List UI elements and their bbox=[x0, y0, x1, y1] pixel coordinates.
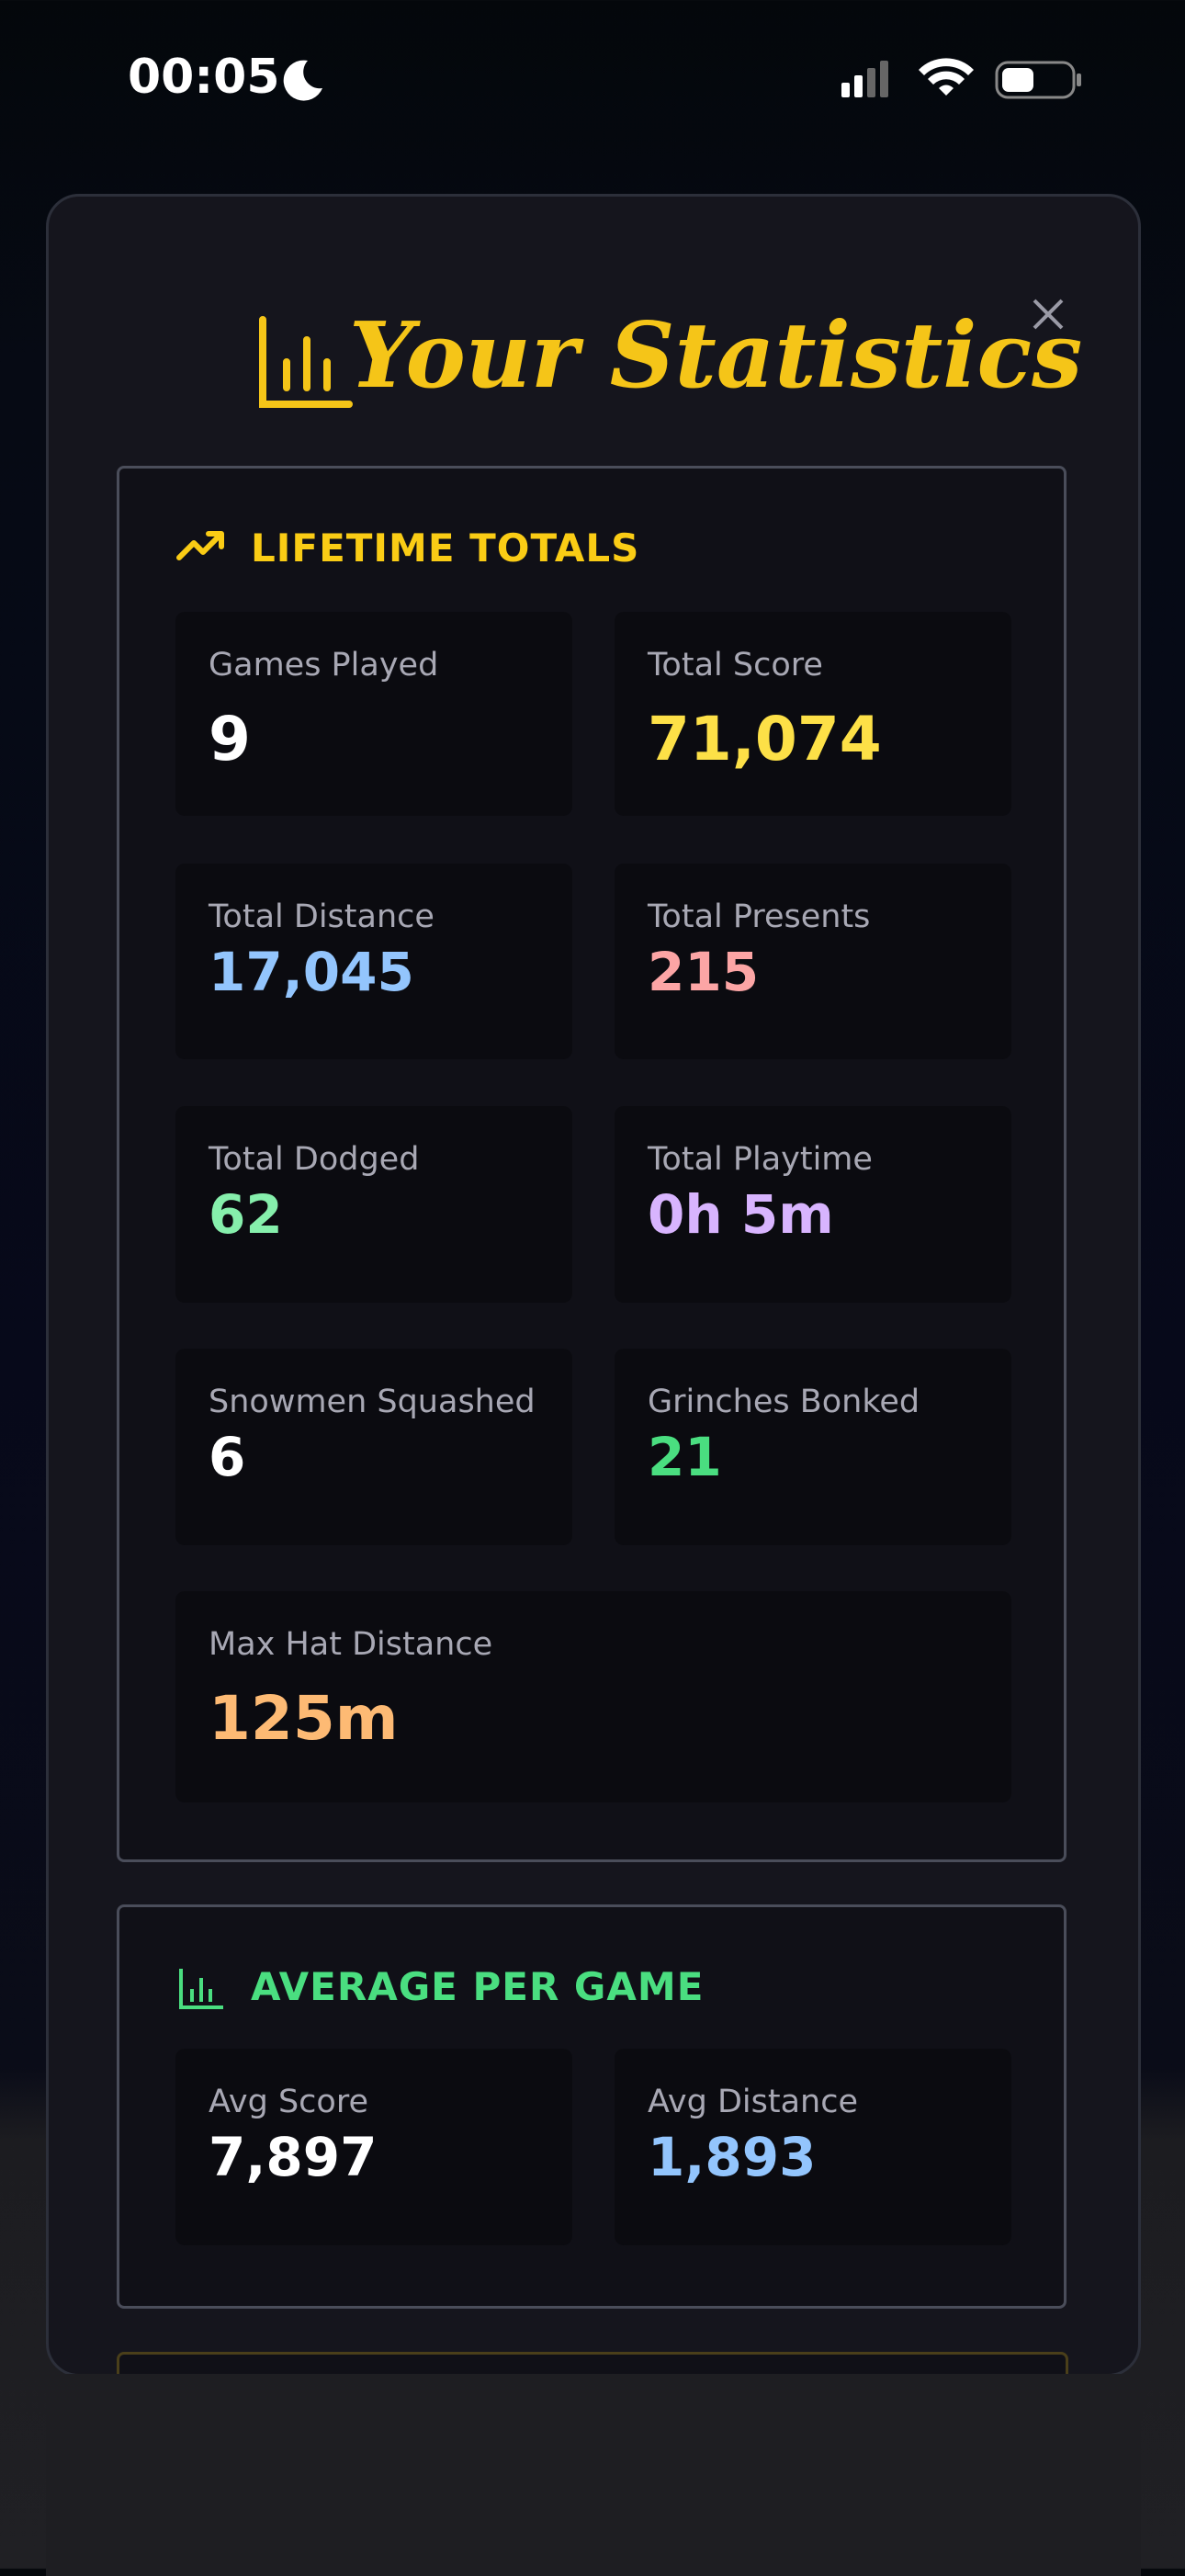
moon-icon bbox=[283, 60, 322, 101]
stat-value: 7,897 bbox=[209, 2126, 378, 2188]
stat-value: 1,893 bbox=[648, 2126, 817, 2188]
stat-card: Total Presents 215 bbox=[615, 864, 1011, 1059]
status-icons bbox=[841, 58, 1081, 99]
stat-label: Total Playtime bbox=[648, 1141, 873, 1178]
stat-label: Total Dodged bbox=[209, 1141, 420, 1178]
stat-card: Total Score 71,074 bbox=[615, 612, 1011, 816]
stat-label: Total Score bbox=[648, 647, 823, 684]
stat-card: Games Played 9 bbox=[175, 612, 572, 816]
stat-card: Total Dodged 62 bbox=[175, 1106, 572, 1303]
backdrop bbox=[46, 2374, 1141, 2576]
stat-label: Avg Score bbox=[209, 2084, 368, 2120]
stat-label: Games Played bbox=[209, 647, 439, 684]
stat-value: 21 bbox=[648, 1426, 722, 1488]
stat-card: Total Distance 17,045 bbox=[175, 864, 572, 1059]
stat-card: Total Playtime 0h 5m bbox=[615, 1106, 1011, 1303]
section-icon bbox=[176, 531, 224, 560]
section-heading: AVERAGE PER GAME bbox=[251, 1964, 705, 2009]
title: Your Statistics bbox=[349, 303, 1083, 409]
section-heading: LIFETIME TOTALS bbox=[251, 525, 640, 571]
stat-card: Snowmen Squashed 6 bbox=[175, 1349, 572, 1545]
stat-card: Avg Score 7,897 bbox=[175, 2049, 572, 2245]
section-icon bbox=[179, 1969, 223, 2009]
stat-card: Max Hat Distance 125m bbox=[175, 1591, 1011, 1802]
stat-label: Avg Distance bbox=[648, 2084, 858, 2120]
stat-value: 0h 5m bbox=[648, 1183, 834, 1246]
status-time: 00:05 bbox=[128, 50, 280, 105]
stat-label: Total Presents bbox=[648, 898, 871, 935]
title-icon bbox=[259, 316, 353, 408]
stat-value: 6 bbox=[209, 1426, 246, 1488]
stat-value: 9 bbox=[209, 704, 251, 774]
stat-label: Total Distance bbox=[209, 898, 434, 935]
stat-value: 17,045 bbox=[209, 941, 414, 1003]
stat-label: Snowmen Squashed bbox=[209, 1384, 536, 1420]
close-button[interactable] bbox=[1031, 297, 1066, 332]
stat-label: Grinches Bonked bbox=[648, 1384, 920, 1420]
stat-card: Avg Distance 1,893 bbox=[615, 2049, 1011, 2245]
stat-value: 125m bbox=[209, 1683, 399, 1754]
stat-card: Grinches Bonked 21 bbox=[615, 1349, 1011, 1545]
stat-value: 71,074 bbox=[648, 704, 882, 774]
stat-value: 62 bbox=[209, 1183, 283, 1246]
stat-value: 215 bbox=[648, 941, 760, 1003]
stat-label: Max Hat Distance bbox=[209, 1626, 493, 1663]
